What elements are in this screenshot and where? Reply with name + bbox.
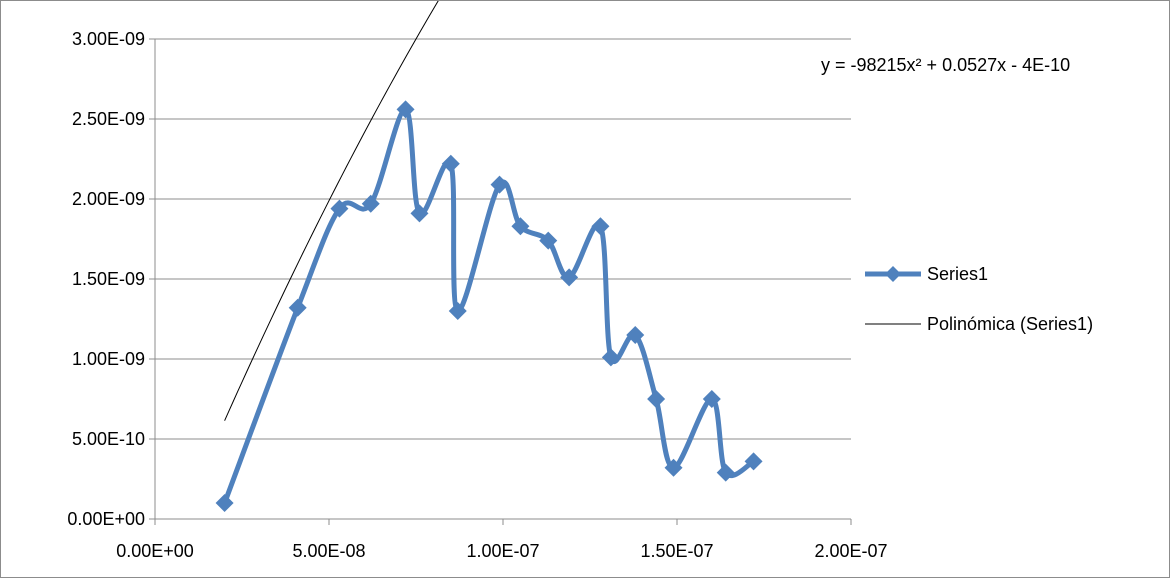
y-tick-label: 3.00E-09 [72,29,145,49]
series1-point [626,326,645,344]
y-tick-label: 1.50E-09 [72,269,145,289]
y-tick-label: 0.00E+00 [67,509,145,529]
series1-point [490,175,509,194]
legend-series1-label: Series1 [927,264,988,284]
polynomial-trendline [224,1,439,421]
y-tick-label: 1.00E-09 [72,349,145,369]
x-tick-label: 2.00E-07 [814,541,887,561]
series1-point [647,390,666,408]
series1-point [560,268,579,287]
series1-markers [215,100,763,512]
legend: Series1 Polinómica (Series1) [865,264,1093,334]
series1-point [448,302,467,320]
series1-point [702,390,721,408]
series1-point [539,231,558,250]
series1-point [601,348,620,367]
x-tick-label: 1.50E-07 [640,541,713,561]
y-tick-label: 5.00E-10 [72,429,145,449]
series1-point [215,494,234,512]
legend-trendline-label: Polinómica (Series1) [927,314,1093,334]
x-tick-labels: 0.00E+00 5.00E-08 1.00E-07 1.50E-07 2.00E-07 [116,519,888,561]
series1-point [330,199,349,218]
x-tick-label: 5.00E-08 [292,541,365,561]
series1-point [744,452,763,471]
gridlines [149,38,851,520]
x-tick-label: 1.00E-07 [466,541,539,561]
series1-point [664,458,683,477]
trendline-equation: y = -98215x² + 0.0527x - 4E-10 [821,55,1070,75]
y-tick-labels: 0.00E+00 5.00E-10 1.00E-09 1.50E-09 2.00E-09… [67,29,145,529]
legend-item-trendline: Polinómica (Series1) [865,314,1093,334]
series1-point [511,217,530,236]
y-tick-label: 2.50E-09 [72,109,145,129]
x-tick-label: 0.00E+00 [116,541,194,561]
series1-point [591,217,610,236]
series1-point [716,463,735,482]
trendline-layer [224,1,439,421]
series1-layer [215,100,763,512]
series1-point [441,154,460,173]
y-tick-label: 2.00E-09 [72,189,145,209]
legend-series1-marker [885,266,901,282]
series1-point [288,298,307,317]
series1-point [396,100,415,119]
legend-item-series1: Series1 [865,264,988,284]
series1-point [410,204,429,223]
series1-point [361,194,380,213]
